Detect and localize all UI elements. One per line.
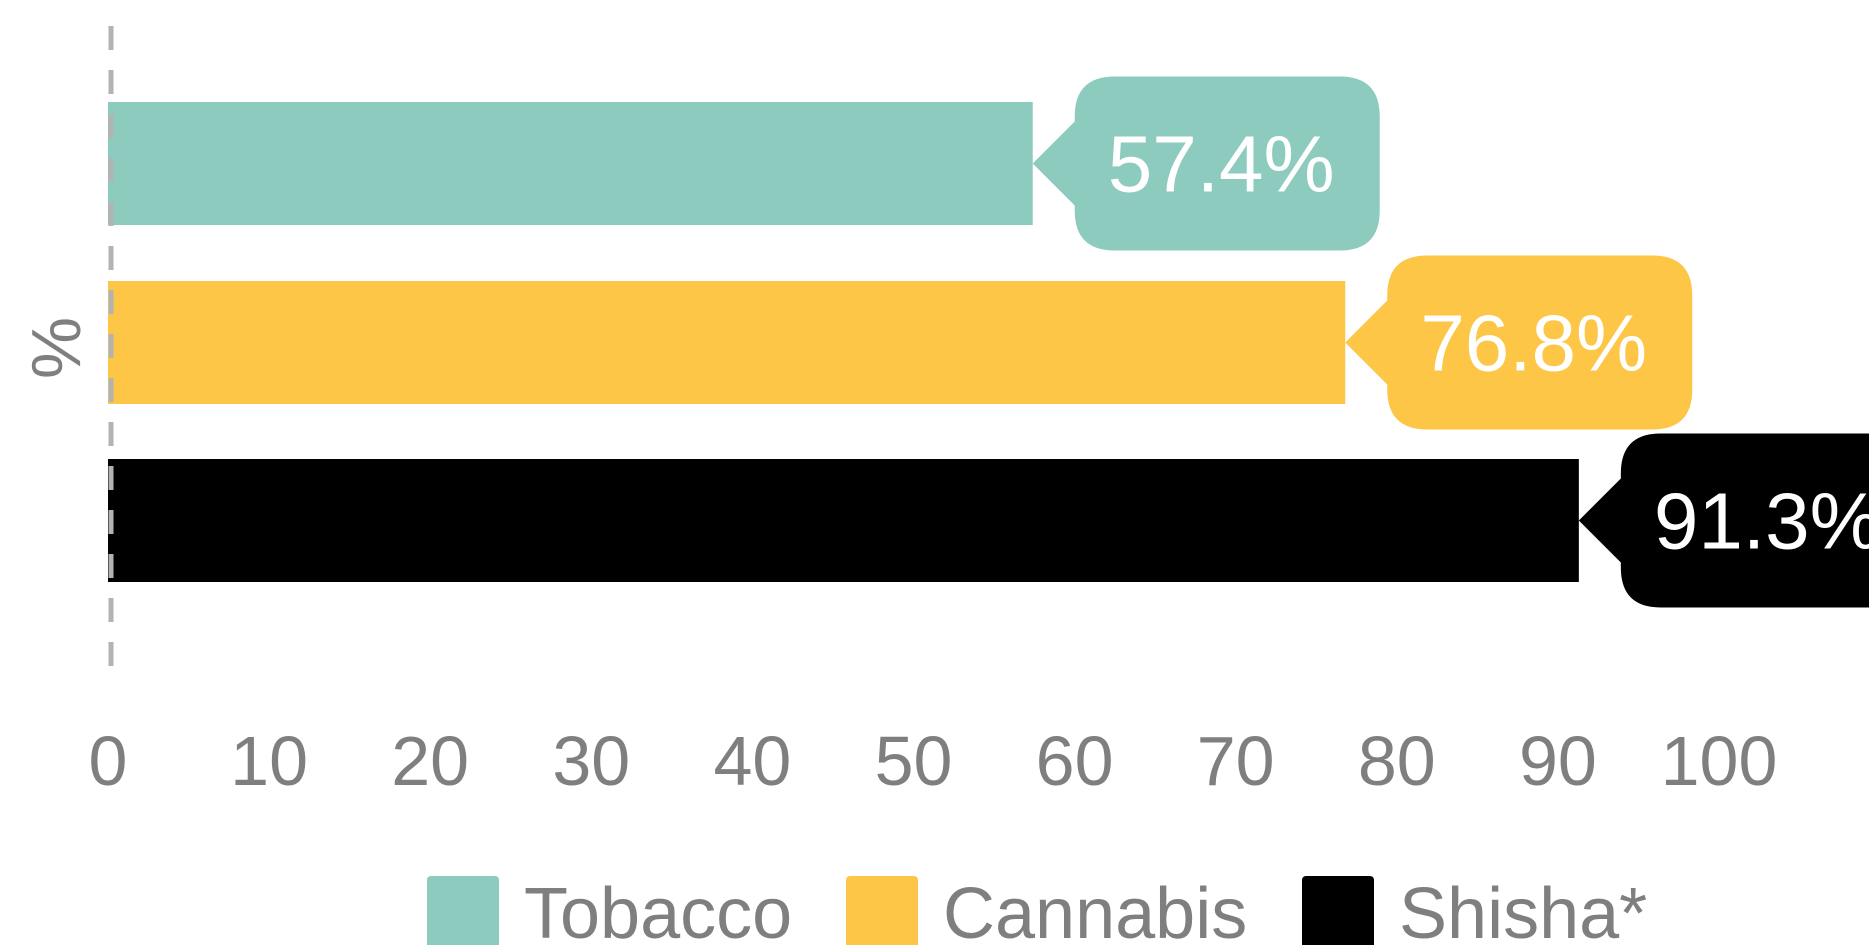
legend-swatch-tobacco	[427, 876, 499, 945]
legend-label-shisha: Shisha*	[1399, 874, 1647, 945]
data-label-tobacco: 57.4%	[1108, 120, 1335, 209]
x-tick-label: 90	[1519, 722, 1597, 800]
legend-swatch-shisha	[1302, 876, 1374, 945]
callout-shisha	[1578, 433, 1869, 608]
x-tick-label: 70	[1197, 722, 1275, 800]
callout-tobacco	[1032, 76, 1380, 251]
bar-shisha	[108, 459, 1579, 582]
y-axis-label: %	[17, 317, 95, 379]
data-labels-layer: 57.4% 76.8%91.3%	[1032, 76, 1869, 608]
x-tick-label: 0	[89, 722, 128, 800]
bar-cannabis	[108, 281, 1346, 404]
bars-layer	[108, 102, 1579, 582]
legend-label-cannabis: Cannabis	[943, 874, 1247, 945]
x-axis-ticks: 0 10 20 30 40 50 60 70 80 90 100	[89, 722, 1778, 800]
x-tick-label: 20	[391, 722, 469, 800]
x-tick-label: 80	[1358, 722, 1436, 800]
legend: Tobacco Cannabis Shisha*	[427, 874, 1647, 945]
x-tick-label: 30	[552, 722, 630, 800]
x-tick-label: 40	[713, 722, 791, 800]
bar-tobacco	[108, 102, 1033, 225]
data-label-cannabis: 76.8%	[1420, 299, 1647, 388]
x-tick-label: 60	[1036, 722, 1114, 800]
callout-cannabis	[1345, 255, 1693, 430]
x-tick-label: 100	[1661, 722, 1778, 800]
legend-swatch-cannabis	[846, 876, 918, 945]
x-tick-label: 10	[230, 722, 308, 800]
x-tick-label: 50	[875, 722, 953, 800]
data-label-shisha: 91.3%	[1654, 477, 1869, 566]
legend-label-tobacco: Tobacco	[524, 874, 792, 945]
